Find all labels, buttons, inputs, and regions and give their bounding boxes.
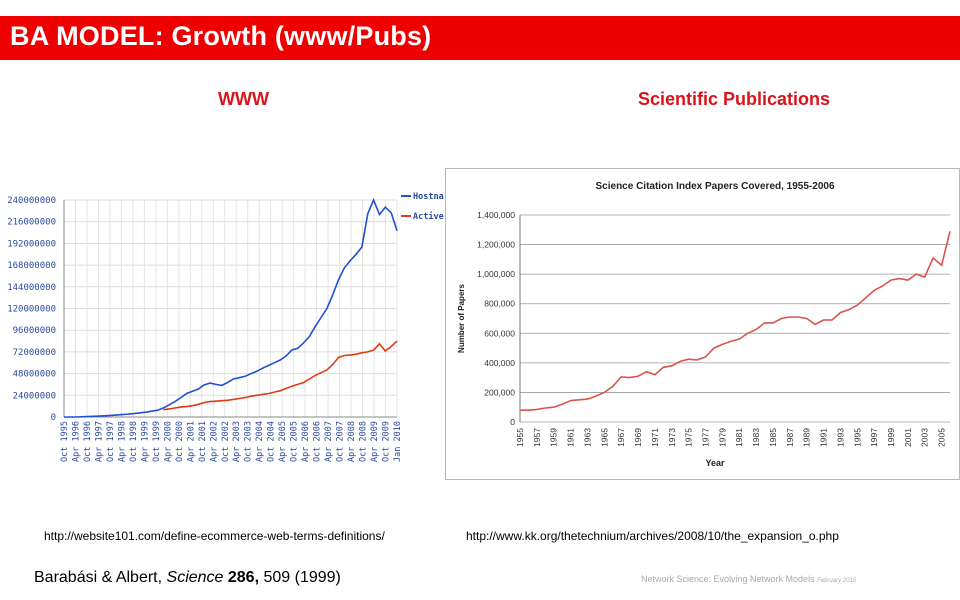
x-tick-label: Oct 2002: [221, 421, 231, 462]
www-chart: 0 24000000 48000000 72000000 96000000 1200000…: [7, 192, 444, 462]
citation-pages: 509 (1999): [259, 569, 341, 586]
x-tick-label: Apr 2007: [324, 421, 334, 462]
y-tick-label: 192000000: [7, 239, 56, 249]
x-tick-label: 1983: [751, 428, 761, 447]
x-tick-label: 1975: [684, 428, 694, 447]
pubs-source-url[interactable]: http://www.kk.org/thetechnium/archives/2…: [466, 529, 839, 543]
y-tick-label: 144000000: [7, 283, 56, 293]
y-tick-label: 24000000: [13, 391, 56, 401]
x-tick-label: 1955: [515, 428, 525, 447]
y-axis-label: Number of Papers: [457, 283, 466, 352]
y-tick-label: 168000000: [7, 261, 56, 271]
x-tick-label: Apr 2001: [186, 421, 196, 462]
x-tick-label: 1991: [819, 428, 829, 447]
x-tick-label: 1981: [734, 428, 744, 447]
x-tick-label: Oct 2004: [267, 421, 277, 462]
x-tick-label: 1963: [582, 428, 592, 447]
sci-chart: Science Citation Index Papers Covered, 1…: [445, 168, 960, 480]
x-tick-label: 1989: [802, 428, 812, 447]
x-tick-label: 1997: [869, 428, 879, 447]
papers-series-line: [520, 231, 951, 411]
legend-label: Hostna: [413, 192, 444, 202]
y-tick-label: 800,000: [484, 299, 515, 309]
x-tick-label: 2005: [937, 428, 947, 447]
x-tick-label: Apr 1996: [71, 421, 81, 462]
y-tick-label: 200,000: [484, 387, 515, 397]
x-tick-label: 1959: [549, 428, 559, 447]
x-tick-label: Apr 1999: [140, 421, 150, 462]
x-tick-label: Oct 1995: [60, 421, 70, 462]
chart-title: Science Citation Index Papers Covered, 1…: [596, 181, 835, 192]
x-tick-label: Oct 2007: [336, 421, 346, 462]
y-tick-label: 0: [510, 417, 515, 427]
x-tick-label: Apr 1998: [117, 421, 127, 462]
x-tick-label: 1965: [599, 428, 609, 447]
x-tick-label: 1995: [852, 428, 862, 447]
x-tick-label: 1979: [717, 428, 727, 447]
title-bar: BA MODEL: Growth (www/Pubs): [0, 16, 960, 60]
x-tick-label: 2001: [903, 428, 913, 447]
y-tick-label: 120000000: [7, 305, 56, 315]
slide-title: BA MODEL: Growth (www/Pubs): [10, 21, 432, 51]
x-tick-label: Apr 2003: [232, 421, 242, 462]
x-tick-label: 1985: [768, 428, 778, 447]
y-tick-label: 1,400,000: [477, 210, 515, 220]
x-tick-label: Oct 2000: [175, 421, 185, 462]
y-tick-label: 72000000: [13, 348, 56, 358]
footer-main: Network Science: Evolving Network Models: [641, 574, 815, 584]
x-tick-label: Oct 2005: [290, 421, 300, 462]
citation-journal: Science: [166, 569, 224, 586]
publications-heading: Scientific Publications: [638, 89, 831, 109]
x-tick-label: Oct 2001: [198, 421, 208, 462]
x-tick-label: 1961: [566, 428, 576, 447]
x-tick-label: Oct 2008: [359, 421, 369, 462]
x-tick-label: Oct 2009: [382, 421, 392, 462]
x-tick-label: Oct 1999: [152, 421, 162, 462]
legend-label: Active: [413, 211, 444, 222]
x-tick-label: 1993: [835, 428, 845, 447]
citation-authors: Barabási & Albert,: [34, 569, 167, 586]
x-axis-label: Year: [705, 458, 725, 468]
x-tick-label: Oct 2003: [244, 421, 254, 462]
x-tick-label: 1969: [633, 428, 643, 447]
y-tick-label: 96000000: [13, 326, 56, 336]
x-tick-label: 1973: [667, 428, 677, 447]
y-tick-label: 216000000: [7, 218, 56, 228]
www-heading: WWW: [218, 89, 269, 109]
x-tick-label: Apr 2009: [370, 421, 380, 462]
citation-volume: 286,: [223, 569, 260, 586]
x-tick-label: 1971: [650, 428, 660, 447]
citation: Barabási & Albert, Science 286, 509 (199…: [34, 569, 341, 587]
x-tick-label: Oct 2006: [313, 421, 323, 462]
series-line-hostna: [64, 197, 398, 418]
x-tick-label: 1967: [616, 428, 626, 447]
x-tick-label: 2003: [920, 428, 930, 447]
x-tick-label: 1957: [532, 428, 542, 447]
x-tick-label: 1999: [886, 428, 896, 447]
footer: Network Science: Evolving Network Models…: [641, 574, 856, 584]
x-tick-label: Apr 2002: [209, 421, 219, 462]
footer-date: February 2015: [817, 578, 857, 584]
x-tick-label: Apr 2004: [255, 421, 265, 462]
y-tick-label: 48000000: [13, 370, 56, 380]
y-tick-label: 1,200,000: [477, 240, 515, 250]
x-tick-label: Oct 1997: [106, 421, 116, 462]
x-tick-label: 1987: [785, 428, 795, 447]
y-tick-label: 240000000: [7, 196, 56, 206]
x-tick-label: Oct 1996: [83, 421, 93, 462]
y-tick-label: 600,000: [484, 328, 515, 338]
x-tick-label: Apr 2000: [163, 421, 173, 462]
y-tick-label: 1,000,000: [477, 269, 515, 279]
x-tick-label: Jan 2010: [393, 421, 403, 462]
series-line-active: [163, 340, 398, 411]
x-tick-label: Apr 1997: [94, 421, 104, 462]
x-tick-label: Apr 2006: [301, 421, 311, 462]
y-tick-label: 400,000: [484, 358, 515, 368]
x-tick-label: 1977: [700, 428, 710, 447]
www-source-url[interactable]: http://website101.com/define-ecommerce-w…: [44, 529, 385, 543]
y-tick-label: 0: [51, 413, 56, 423]
x-tick-label: Oct 1998: [129, 421, 139, 462]
x-tick-label: Apr 2005: [278, 421, 288, 462]
x-tick-label: Apr 2008: [347, 421, 357, 462]
